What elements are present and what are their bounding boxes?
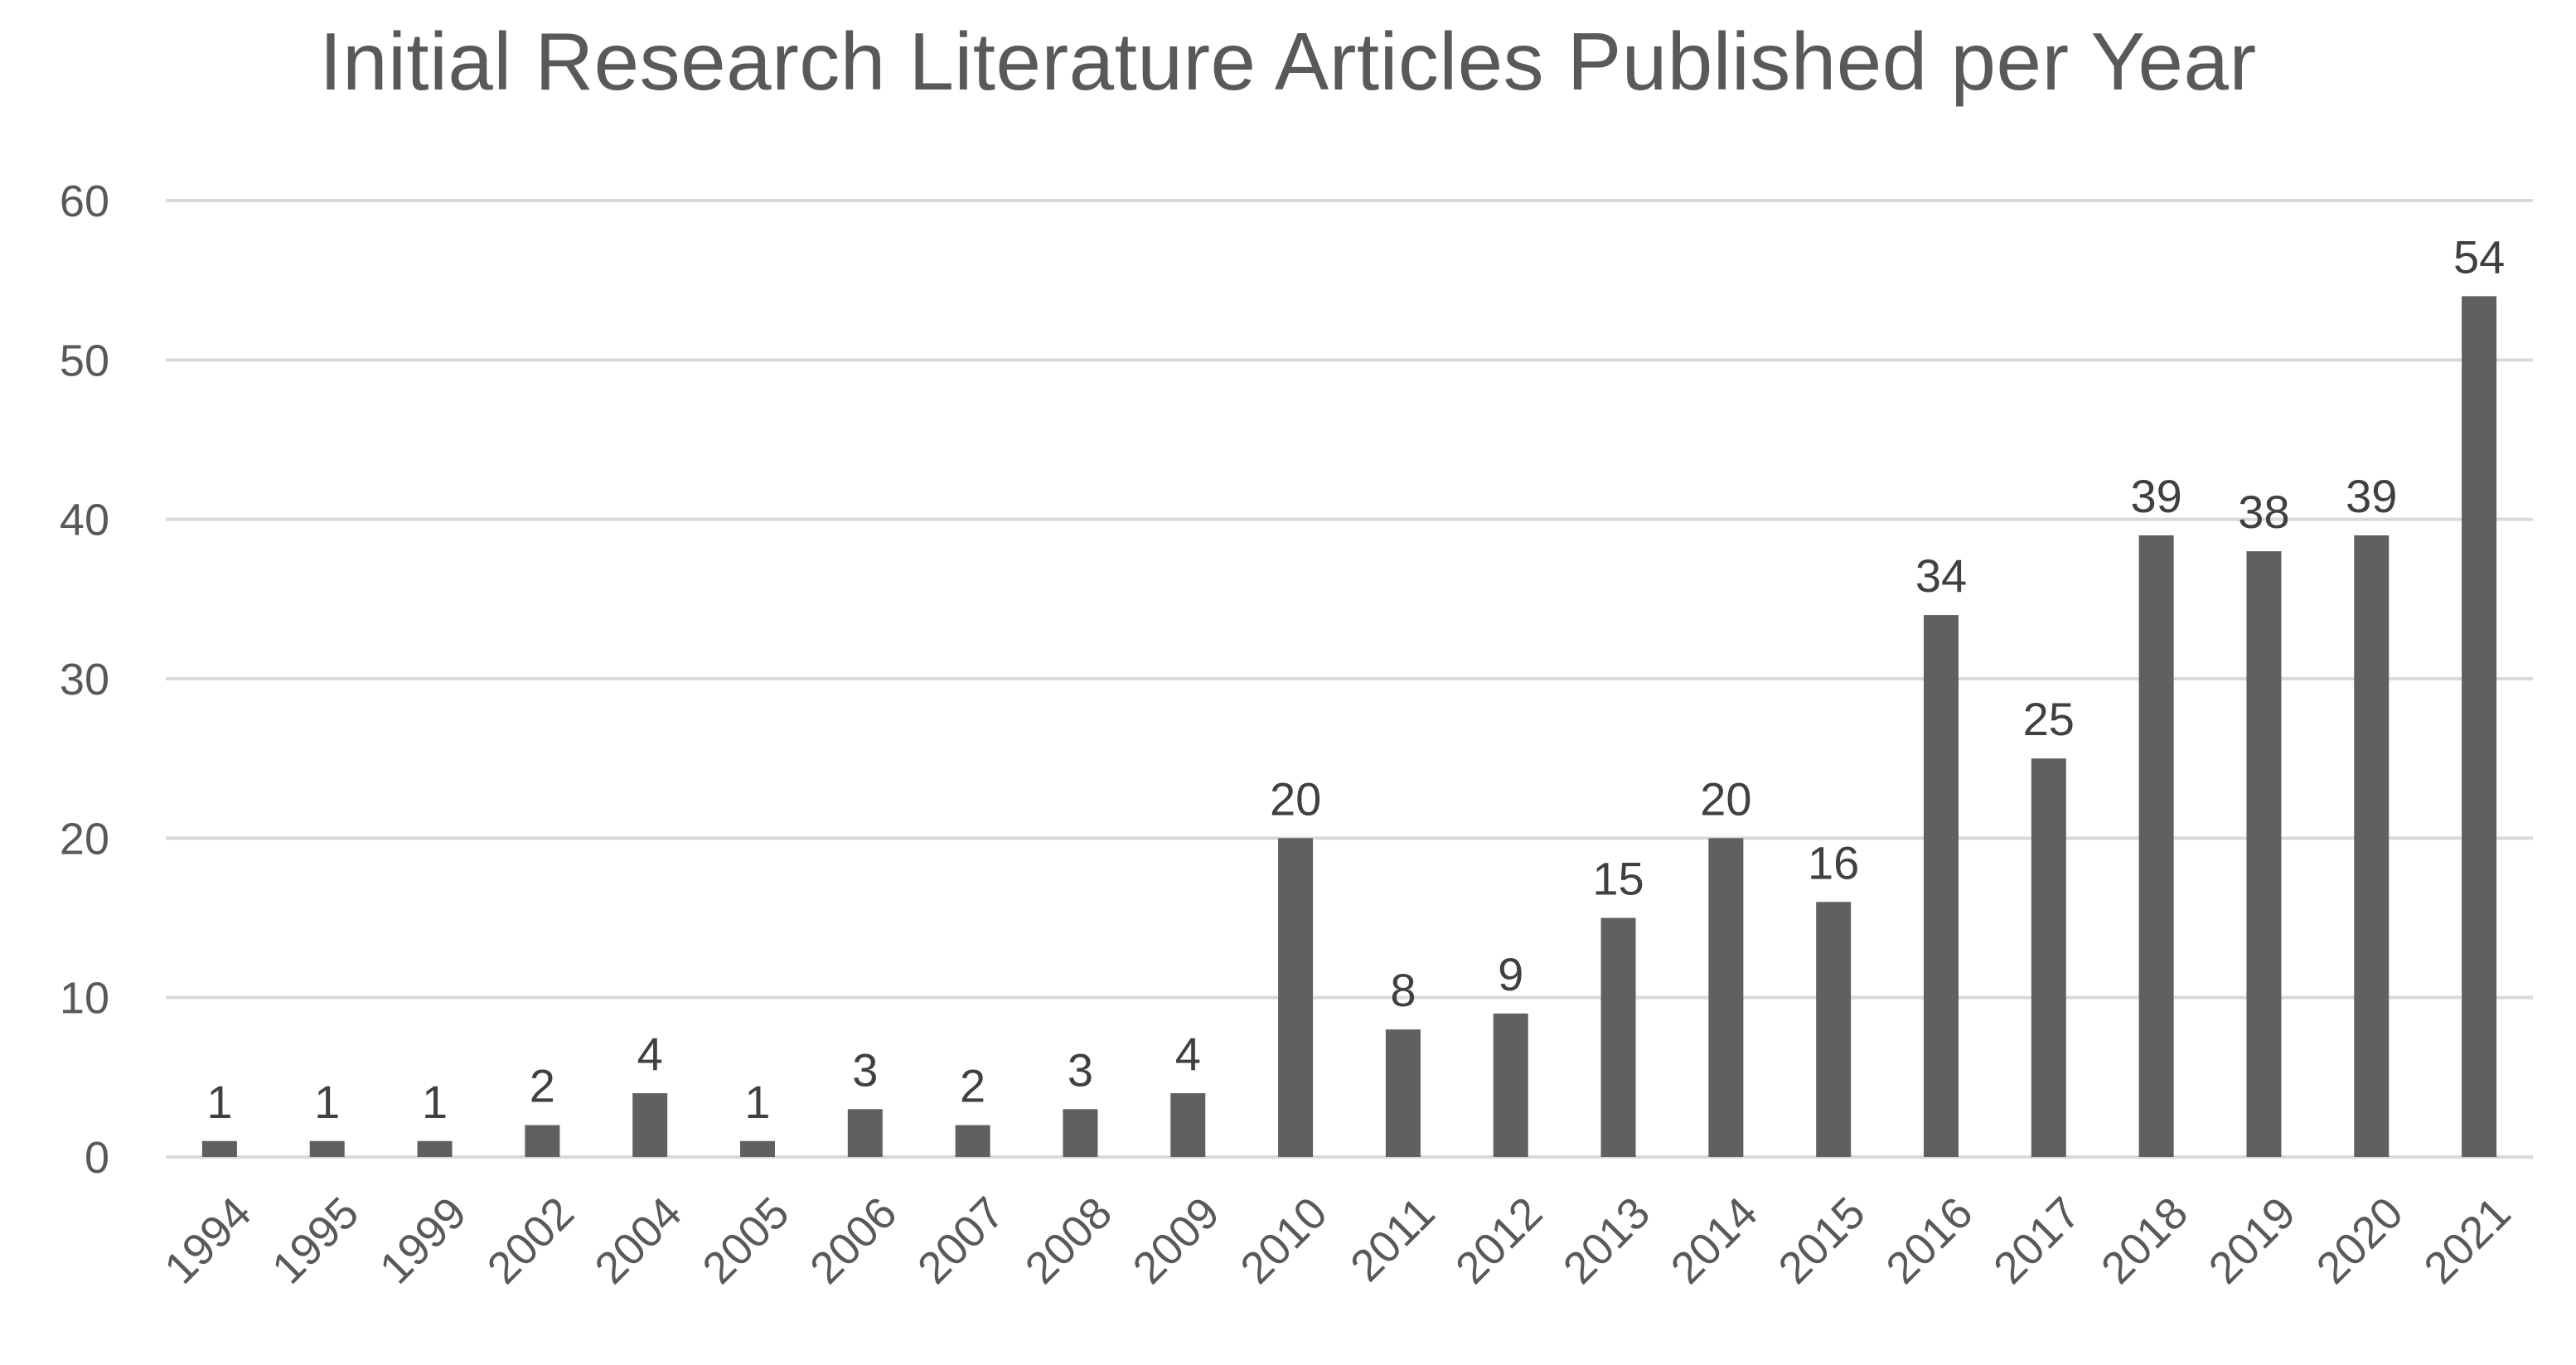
bar-2005 (740, 1140, 775, 1157)
bar-2021 (2462, 296, 2497, 1157)
x-tick-label-1999: 1999 (370, 1188, 476, 1293)
data-label-2007: 2 (960, 1060, 985, 1112)
y-tick-label: 20 (60, 814, 109, 864)
bars (201, 296, 2497, 1157)
data-label-2002: 2 (530, 1060, 555, 1112)
data-label-2008: 3 (1068, 1043, 1093, 1096)
x-tick-label-2007: 2007 (908, 1188, 1014, 1293)
data-label-2010: 20 (1270, 772, 1321, 825)
y-tick-label: 10 (60, 974, 109, 1024)
y-tick-label: 30 (60, 655, 109, 704)
bar-2010 (1278, 838, 1314, 1157)
x-tick-label-2004: 2004 (585, 1188, 690, 1293)
chart-title: Initial Research Literature Articles Pub… (319, 16, 2257, 107)
bar-2016 (1924, 615, 1959, 1157)
bar-2007 (955, 1125, 990, 1157)
bar-2011 (1385, 1029, 1421, 1157)
x-tick-label-2009: 2009 (1124, 1188, 1229, 1293)
data-label-2006: 3 (852, 1043, 878, 1096)
x-tick-label-2020: 2020 (2307, 1188, 2413, 1293)
x-axis-ticks: 1994 1995 1999 2002 2004 2005 2006 2007 2008 2009… (155, 1188, 2520, 1293)
y-tick-label: 0 (85, 1133, 109, 1183)
y-axis-ticks: 0 10 20 30 40 50 60 (60, 177, 109, 1183)
bar-1994 (201, 1140, 237, 1157)
y-tick-label: 50 (60, 336, 109, 385)
data-label-2021: 54 (2453, 230, 2505, 283)
bar-2014 (1708, 838, 1744, 1157)
y-tick-label: 40 (60, 496, 109, 545)
data-label-1995: 1 (314, 1076, 340, 1128)
data-label-2015: 16 (1808, 836, 1859, 888)
data-label-2009: 4 (1175, 1028, 1201, 1080)
y-tick-label: 60 (60, 177, 109, 226)
x-tick-label-2005: 2005 (693, 1188, 798, 1293)
data-label-2012: 9 (1498, 948, 1523, 1000)
data-label-1999: 1 (422, 1076, 448, 1128)
x-tick-label-2008: 2008 (1016, 1188, 1121, 1293)
bar-2008 (1063, 1109, 1098, 1157)
bar-2015 (1816, 902, 1852, 1157)
data-label-2004: 4 (637, 1028, 663, 1080)
x-tick-label-1994: 1994 (155, 1188, 260, 1293)
bar-2020 (2354, 535, 2390, 1157)
data-label-2019: 38 (2238, 486, 2289, 538)
bar-1995 (309, 1140, 345, 1157)
data-label-2017: 25 (2023, 693, 2075, 745)
gridlines (166, 199, 2533, 1159)
x-tick-label-2021: 2021 (2414, 1188, 2520, 1293)
data-label-2016: 34 (1915, 549, 1967, 602)
x-tick-label-2015: 2015 (1769, 1188, 1874, 1293)
x-tick-label-2006: 2006 (801, 1188, 906, 1293)
bar-2018 (2138, 535, 2174, 1157)
data-label-1994: 1 (206, 1076, 232, 1128)
data-label-2013: 15 (1592, 853, 1644, 905)
bar-2013 (1600, 917, 1636, 1157)
x-tick-label-2014: 2014 (1662, 1188, 1767, 1293)
data-label-2014: 20 (1700, 772, 1751, 825)
x-tick-label-2018: 2018 (2092, 1188, 2197, 1293)
x-tick-label-2011: 2011 (1341, 1188, 1445, 1291)
bar-2019 (2246, 551, 2282, 1157)
x-tick-label-2016: 2016 (1876, 1188, 1982, 1293)
bar-1999 (417, 1140, 453, 1157)
data-label-2018: 39 (2130, 470, 2181, 522)
x-tick-label-2013: 2013 (1554, 1188, 1659, 1293)
x-tick-label-2019: 2019 (2200, 1188, 2305, 1293)
bar-2017 (2031, 758, 2066, 1157)
data-label-2011: 8 (1390, 964, 1416, 1016)
x-tick-label-2010: 2010 (1231, 1188, 1336, 1293)
data-label-2020: 39 (2346, 470, 2397, 522)
bar-2006 (847, 1109, 883, 1157)
bar-2004 (632, 1093, 668, 1157)
x-tick-label-2002: 2002 (478, 1188, 583, 1293)
x-tick-label-2012: 2012 (1446, 1188, 1552, 1293)
bar-2009 (1170, 1093, 1206, 1157)
x-tick-label-1995: 1995 (263, 1188, 368, 1293)
bar-2012 (1493, 1013, 1528, 1157)
x-tick-label-2017: 2017 (1984, 1188, 2089, 1293)
data-label-2005: 1 (744, 1076, 770, 1128)
bar-2002 (525, 1125, 560, 1157)
